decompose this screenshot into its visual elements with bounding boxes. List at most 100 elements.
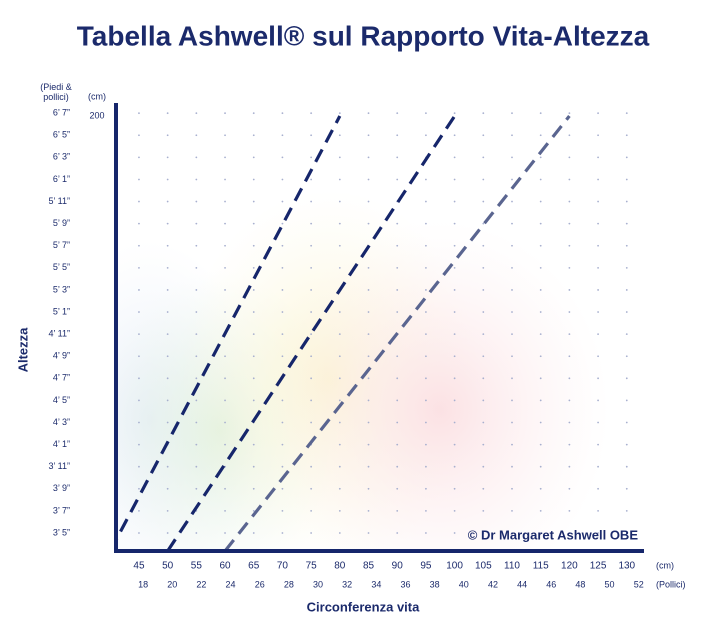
grid-dot: [138, 509, 140, 512]
grid-dot: [597, 289, 599, 291]
grid-dot: [252, 333, 255, 336]
grid-dot: [138, 443, 140, 446]
grid-dot: [396, 487, 399, 490]
grid-dot: [224, 355, 226, 358]
grid-dot: [396, 443, 399, 446]
x-tick-label: 115: [533, 561, 549, 572]
grid-dot: [310, 178, 313, 181]
grid-dot: [625, 200, 628, 203]
grid-dot: [138, 355, 140, 358]
grid-dot: [166, 377, 169, 380]
grid-dot: [310, 156, 313, 159]
grid-dot: [281, 465, 284, 468]
grid-dot: [224, 487, 226, 490]
grid-dot: [195, 289, 198, 291]
grid-dot: [367, 421, 370, 424]
grid-dot: [396, 178, 399, 181]
grid-dot: [539, 266, 542, 269]
grid-dot: [281, 222, 284, 225]
copyright: © Dr Margaret Ashwell OBE: [468, 527, 639, 542]
grid-dot: [482, 355, 485, 358]
grid-dot: [539, 289, 542, 291]
grid-dot: [224, 244, 226, 247]
grid-dot: [338, 333, 341, 336]
grid-dot: [367, 377, 370, 380]
grid-dot: [539, 443, 542, 446]
ratio-line: [116, 115, 342, 544]
x-tick-label: 125: [590, 561, 607, 572]
grid-dot: [539, 487, 542, 490]
grid-dot: [396, 266, 399, 269]
grid-dot: [281, 112, 284, 115]
grid-dot: [138, 532, 140, 534]
grid-dot: [568, 112, 571, 115]
grid-dot: [367, 200, 370, 203]
x-axis-title: Circonferenza vita: [307, 599, 420, 614]
grid-dot: [625, 156, 628, 159]
grid-dot: [396, 532, 399, 534]
x2-tick-label: 26: [255, 579, 265, 589]
grid-dot: [252, 134, 255, 137]
grid-dot: [310, 333, 313, 336]
grid-dot: [224, 289, 226, 291]
grid-dot: [453, 487, 456, 490]
x2-tick-label: 34: [371, 579, 381, 589]
grid-dot: [138, 200, 140, 203]
grid-dot: [511, 333, 513, 336]
grid-dot: [539, 333, 542, 336]
grid-dot: [482, 200, 485, 203]
x-tick-label: 95: [420, 561, 432, 572]
grid-dot: [568, 222, 571, 225]
grid-dot: [338, 377, 341, 380]
y2-unit: (cm): [88, 91, 106, 101]
grid-dot: [396, 509, 399, 512]
x-tick-label: 100: [446, 561, 463, 572]
grid-dot: [396, 311, 399, 313]
y-tick-label: 4’ 9”: [53, 351, 70, 361]
grid-dot: [453, 465, 456, 468]
grid-dot: [453, 333, 456, 336]
grid-dot: [138, 222, 140, 225]
grid-dot: [453, 443, 456, 446]
grid-dot: [252, 112, 255, 115]
grid-dot: [539, 355, 542, 358]
grid-dot: [568, 333, 571, 336]
grid-dot: [310, 134, 313, 137]
grid-dot: [396, 421, 399, 424]
grid-dot: [568, 311, 571, 313]
grid-dot: [367, 443, 370, 446]
grid-dot: [453, 421, 456, 424]
x2-tick-label: 30: [313, 579, 323, 589]
grid-dot: [511, 289, 513, 291]
grid-dot: [597, 333, 599, 336]
grid-dot: [597, 222, 599, 225]
grid-dot: [425, 377, 427, 380]
grid-dot: [597, 156, 599, 159]
y-tick-label: 3’ 5”: [53, 527, 70, 537]
grid-dot: [625, 333, 628, 336]
grid-dot: [625, 289, 628, 291]
grid-dot: [310, 421, 313, 424]
grid-dot: [252, 200, 255, 203]
grid-dot: [511, 134, 513, 137]
grid-dot: [597, 399, 599, 402]
grid-dot: [482, 421, 485, 424]
y-tick-label: 4’ 5”: [53, 395, 70, 405]
grid-dot: [425, 465, 427, 468]
grid-dot: [511, 377, 513, 380]
grid-dot: [597, 443, 599, 446]
grid-dot: [453, 178, 456, 181]
y-tick-label: 3’ 7”: [53, 505, 70, 515]
grid-dot: [597, 509, 599, 512]
grid-dot: [625, 487, 628, 490]
grid-dot: [425, 178, 427, 181]
grid-dot: [252, 244, 255, 247]
grid-dot: [338, 443, 341, 446]
grid-dot: [281, 443, 284, 446]
x-tick-label: 85: [363, 561, 375, 572]
grid-dot: [310, 222, 313, 225]
grid-dot: [367, 178, 370, 181]
grid-dot: [310, 244, 313, 247]
grid-dot: [310, 377, 313, 380]
